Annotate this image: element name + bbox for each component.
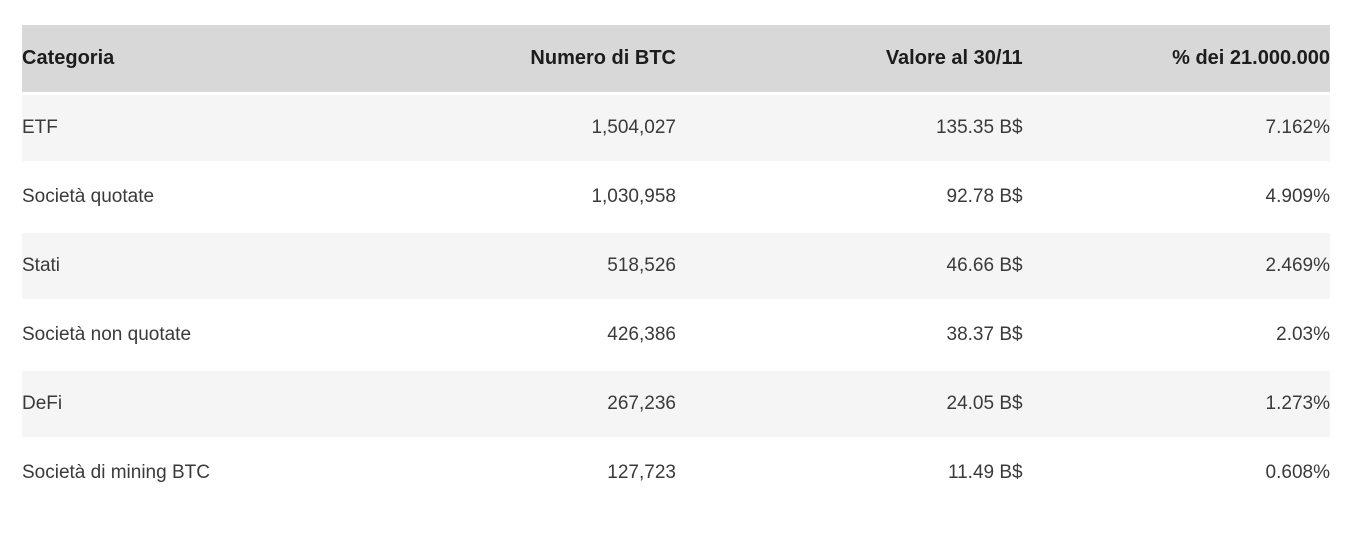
- table-row: Società di mining BTC 127,723 11.49 B$ 0…: [22, 438, 1330, 509]
- cell-categoria: Stati: [22, 231, 454, 302]
- cell-categoria: DeFi: [22, 369, 454, 440]
- cell-categoria: Società quotate: [22, 162, 454, 233]
- cell-valore: 92.78 B$: [675, 162, 1023, 233]
- cell-numero-btc: 518,526: [453, 231, 676, 302]
- table-row: Società quotate 1,030,958 92.78 B$ 4.909…: [22, 162, 1330, 233]
- column-header-valore: Valore al 30/11: [675, 25, 1023, 95]
- cell-valore: 135.35 B$: [675, 93, 1023, 164]
- cell-percentuale: 1.273%: [1022, 369, 1330, 440]
- cell-numero-btc: 1,504,027: [453, 93, 676, 164]
- cell-valore: 11.49 B$: [675, 438, 1023, 509]
- cell-percentuale: 2.469%: [1022, 231, 1330, 302]
- btc-holdings-table-container: Categoria Numero di BTC Valore al 30/11 …: [22, 25, 1330, 509]
- cell-categoria: Società di mining BTC: [22, 438, 454, 509]
- column-header-percentuale: % dei 21.000.000: [1022, 25, 1330, 95]
- cell-numero-btc: 127,723: [453, 438, 676, 509]
- cell-valore: 24.05 B$: [675, 369, 1023, 440]
- cell-numero-btc: 426,386: [453, 300, 676, 371]
- cell-numero-btc: 1,030,958: [453, 162, 676, 233]
- cell-percentuale: 0.608%: [1022, 438, 1330, 509]
- cell-categoria: Società non quotate: [22, 300, 454, 371]
- cell-percentuale: 2.03%: [1022, 300, 1330, 371]
- cell-percentuale: 7.162%: [1022, 93, 1330, 164]
- table-row: Stati 518,526 46.66 B$ 2.469%: [22, 231, 1330, 302]
- cell-valore: 46.66 B$: [675, 231, 1023, 302]
- cell-percentuale: 4.909%: [1022, 162, 1330, 233]
- table-row: DeFi 267,236 24.05 B$ 1.273%: [22, 369, 1330, 440]
- btc-holdings-table: Categoria Numero di BTC Valore al 30/11 …: [22, 25, 1330, 509]
- cell-numero-btc: 267,236: [453, 369, 676, 440]
- cell-categoria: ETF: [22, 93, 454, 164]
- column-header-numero-btc: Numero di BTC: [453, 25, 676, 95]
- table-row: Società non quotate 426,386 38.37 B$ 2.0…: [22, 300, 1330, 371]
- column-header-categoria: Categoria: [22, 25, 454, 95]
- table-header-row: Categoria Numero di BTC Valore al 30/11 …: [22, 25, 1330, 95]
- cell-valore: 38.37 B$: [675, 300, 1023, 371]
- table-row: ETF 1,504,027 135.35 B$ 7.162%: [22, 93, 1330, 164]
